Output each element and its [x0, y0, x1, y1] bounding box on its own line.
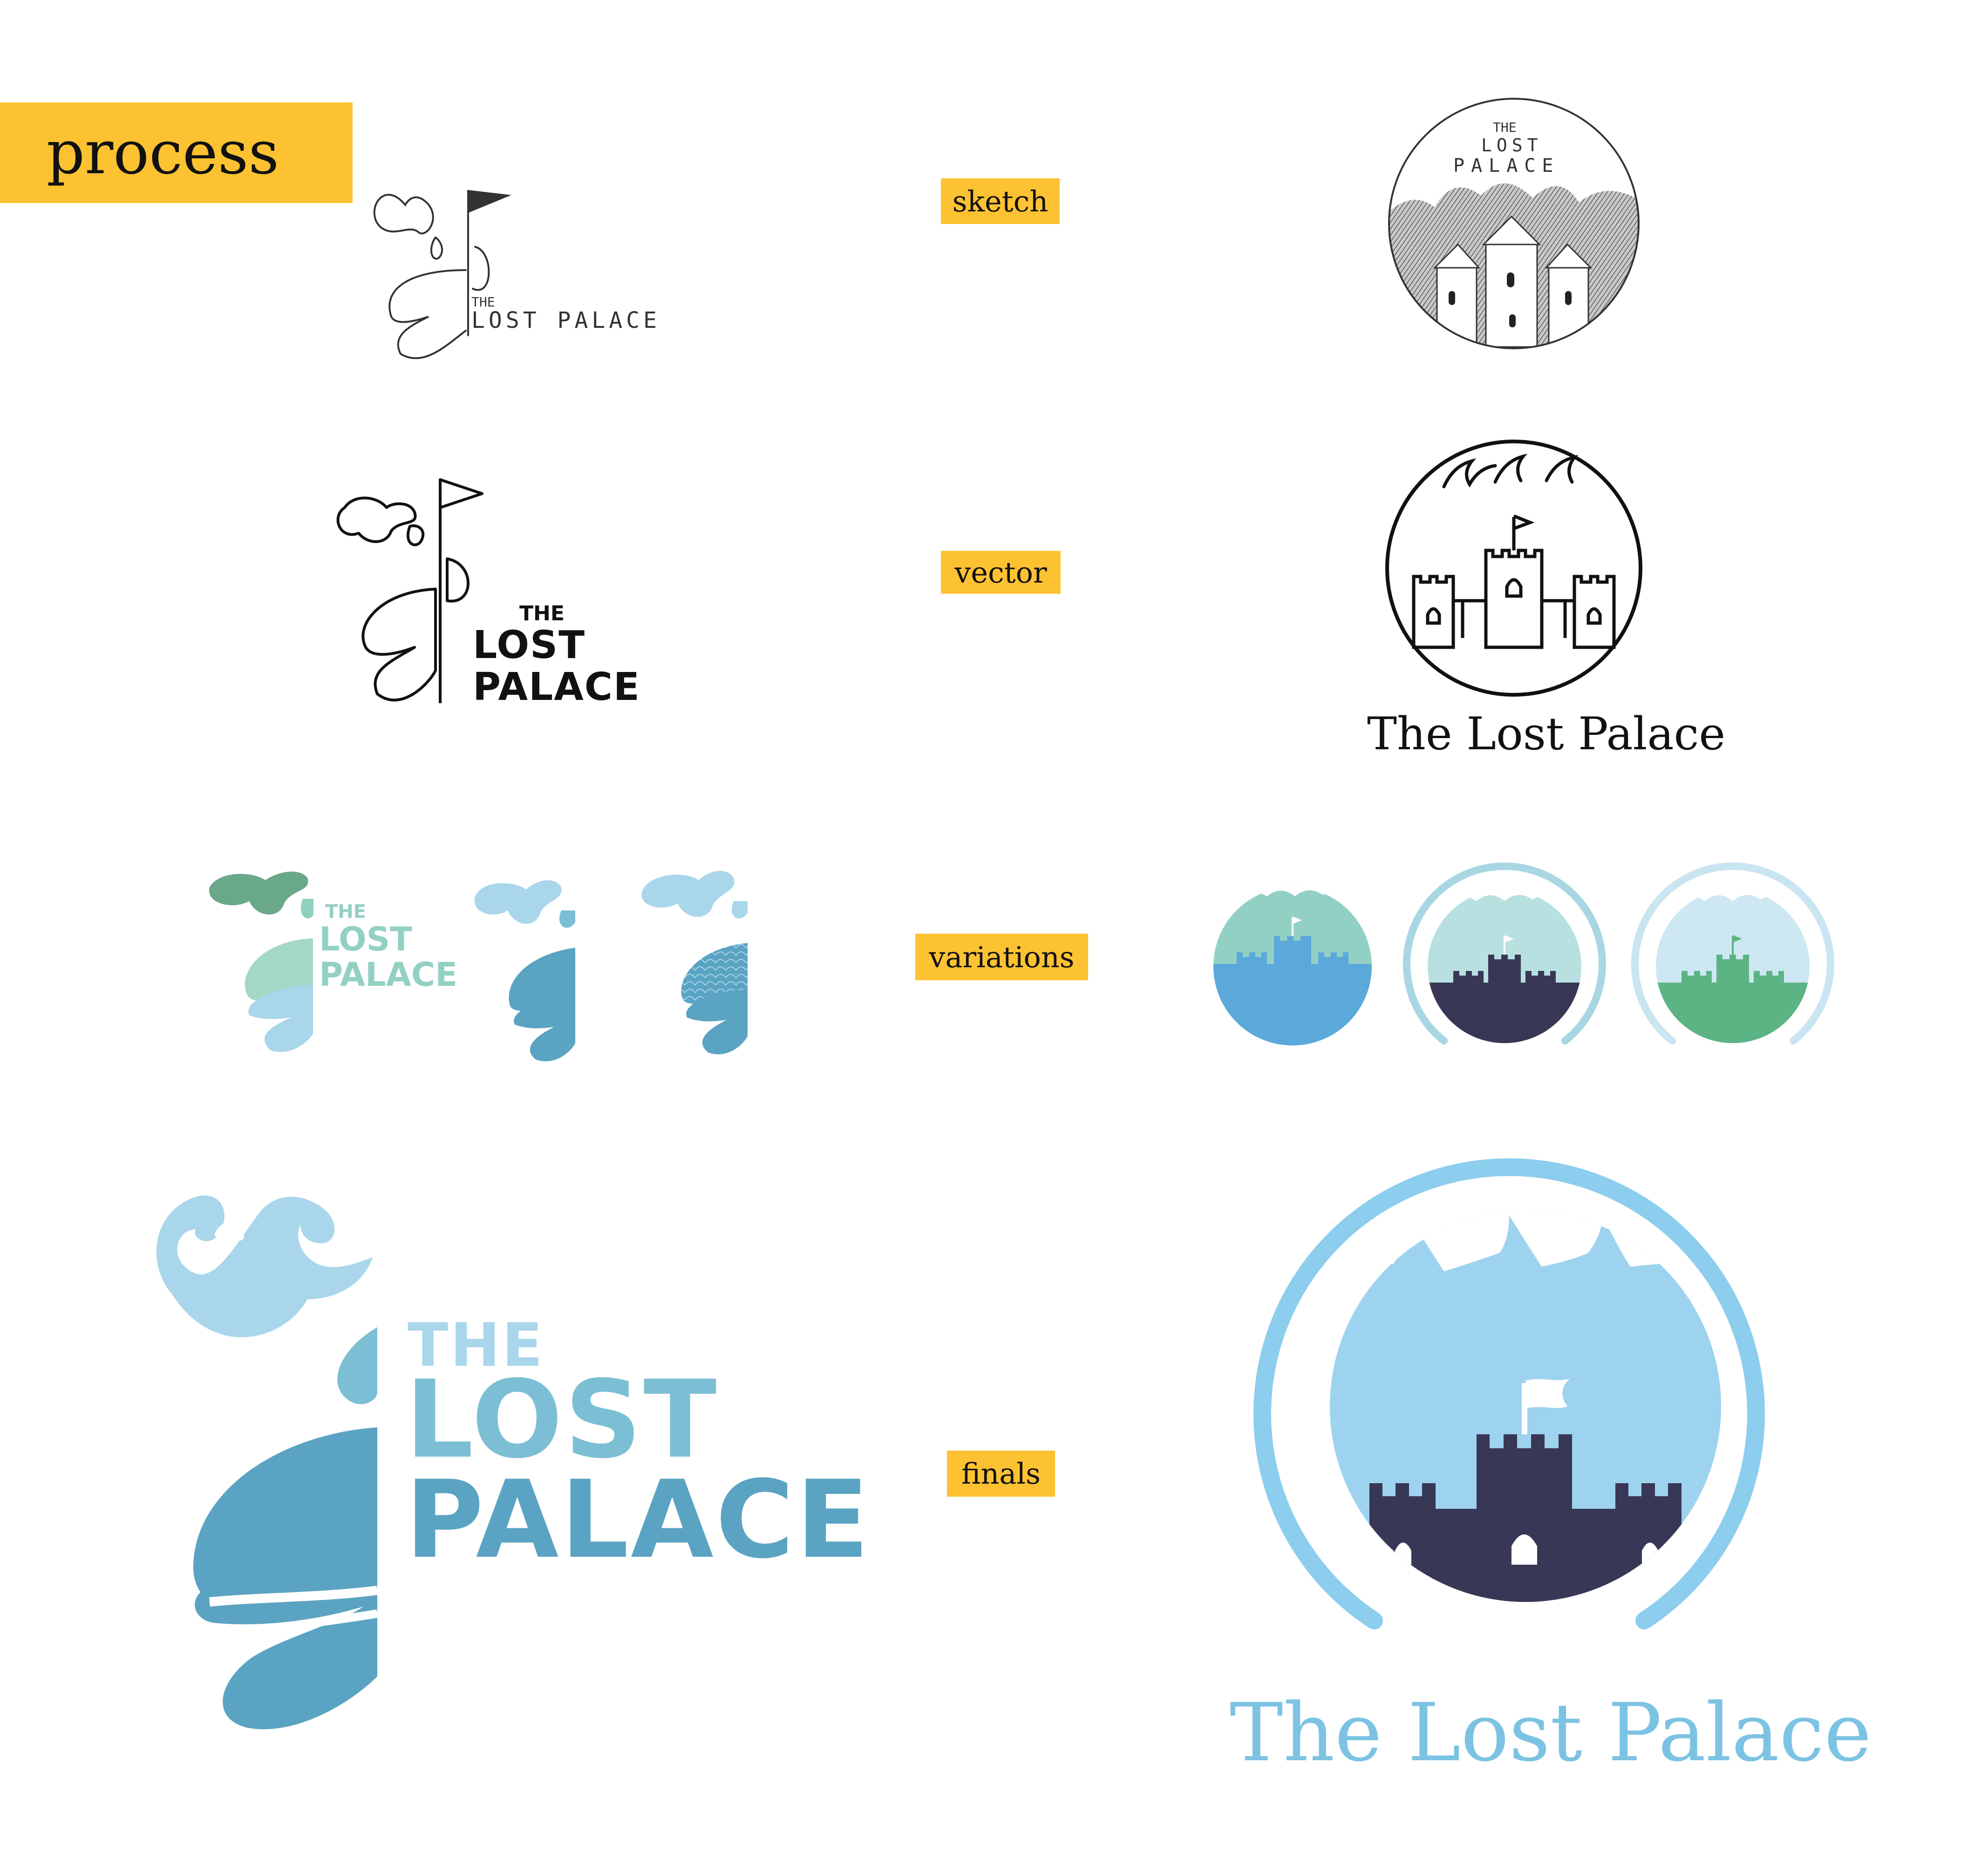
stage-label-variations: variations — [915, 934, 1088, 980]
stage-label-vector: vector — [941, 551, 1061, 594]
variation-circle-navy — [1402, 862, 1607, 1052]
variation-castle-green-icon — [1631, 862, 1834, 1045]
variation-mermaid-blue — [470, 875, 582, 1062]
variation-castle-navy-icon — [1403, 862, 1606, 1045]
final-circle-logo: The Lost Palace — [1230, 1158, 1872, 1788]
final-wordmark-the: THE — [408, 1311, 545, 1380]
page-title: process — [0, 102, 353, 203]
variation-green-lost: LOST — [319, 920, 412, 958]
sketch-mermaid-icon — [373, 190, 511, 360]
vector-circle-name: The Lost Palace — [1367, 708, 1726, 760]
final-wordmark-logo: THE LOST PALACE — [140, 1192, 869, 1760]
sketch-circle-palace: PALACE — [1453, 155, 1560, 176]
sketch-wordmark-logo: THE LOST PALACE — [354, 168, 708, 377]
vector-wordmark-the: THE — [519, 602, 565, 625]
sketch-wordmark-palace: PALACE — [557, 307, 660, 333]
variation-castle-mint-icon — [1213, 887, 1372, 1045]
vector-wordmark-logo: THE LOST PALACE — [321, 475, 640, 717]
final-wordmark-lost: LOST — [405, 1358, 719, 1482]
sketch-circle-the: THE — [1493, 120, 1517, 135]
variation-mermaid-green-icon — [209, 871, 318, 1052]
final-wordmark-palace: PALACE — [405, 1458, 871, 1582]
sketch-wordmark-the: THE — [471, 294, 495, 310]
vector-wordmark-lost: LOST — [473, 623, 586, 667]
vector-castle-icon — [1385, 440, 1642, 697]
stage-label-sketch: sketch — [941, 178, 1060, 224]
sketch-wordmark-lost: LOST — [471, 307, 540, 333]
page-title-text: process — [47, 118, 279, 188]
variation-mermaid-scales — [633, 866, 755, 1062]
sketch-circle-logo: THE LOST PALACE — [1383, 95, 1644, 352]
stage-label-finals: finals — [947, 1451, 1055, 1497]
variation-green-the: THE — [325, 901, 367, 923]
final-castle-icon — [1253, 1158, 1765, 1629]
final-mermaid-icon — [156, 1195, 388, 1730]
variation-wordmark-green: THE LOST PALACE — [205, 866, 466, 1062]
variation-green-palace: PALACE — [319, 956, 458, 994]
sketch-wordmark-text: LOST PALACE — [471, 307, 660, 333]
vector-circle-logo: The Lost Palace — [1367, 440, 1725, 764]
vector-mermaid-icon — [336, 478, 483, 703]
variation-circle-mint — [1211, 885, 1374, 1048]
vector-wordmark-palace: PALACE — [473, 665, 640, 709]
variation-mermaid-scales-icon — [641, 871, 748, 1055]
sketch-circle-lost: LOST — [1481, 135, 1543, 156]
sketch-castle-icon — [1388, 98, 1640, 349]
variation-mermaid-blue-icon — [474, 880, 575, 1062]
final-circle-name: The Lost Palace — [1230, 1686, 1872, 1779]
variation-circle-green — [1630, 862, 1835, 1052]
